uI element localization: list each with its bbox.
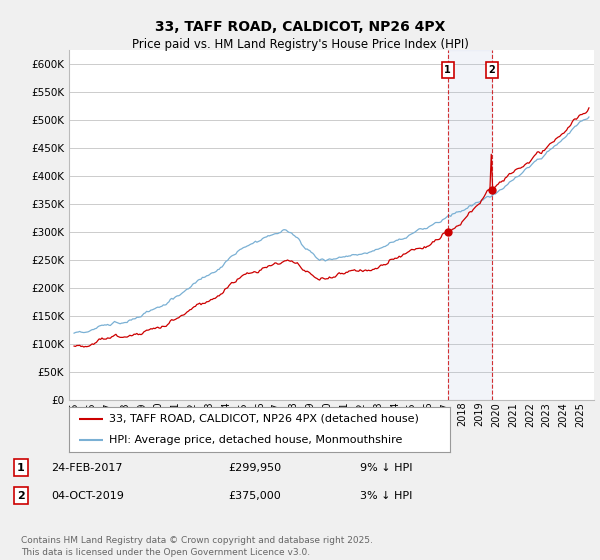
Text: 33, TAFF ROAD, CALDICOT, NP26 4PX (detached house): 33, TAFF ROAD, CALDICOT, NP26 4PX (detac… [109, 414, 419, 424]
Text: 3% ↓ HPI: 3% ↓ HPI [360, 491, 412, 501]
Bar [448, 50, 492, 400]
Text: 2: 2 [488, 65, 495, 75]
Text: 9% ↓ HPI: 9% ↓ HPI [360, 463, 413, 473]
Text: 1: 1 [444, 65, 451, 75]
Text: HPI: Average price, detached house, Monmouthshire: HPI: Average price, detached house, Monm… [109, 435, 403, 445]
Text: 2: 2 [17, 491, 25, 501]
Text: 04-OCT-2019: 04-OCT-2019 [51, 491, 124, 501]
Text: 33, TAFF ROAD, CALDICOT, NP26 4PX: 33, TAFF ROAD, CALDICOT, NP26 4PX [155, 20, 445, 34]
Text: £375,000: £375,000 [228, 491, 281, 501]
Text: 1: 1 [17, 463, 25, 473]
Text: Price paid vs. HM Land Registry's House Price Index (HPI): Price paid vs. HM Land Registry's House … [131, 38, 469, 50]
Text: £299,950: £299,950 [228, 463, 281, 473]
Text: Contains HM Land Registry data © Crown copyright and database right 2025.
This d: Contains HM Land Registry data © Crown c… [21, 536, 373, 557]
Text: 24-FEB-2017: 24-FEB-2017 [51, 463, 122, 473]
